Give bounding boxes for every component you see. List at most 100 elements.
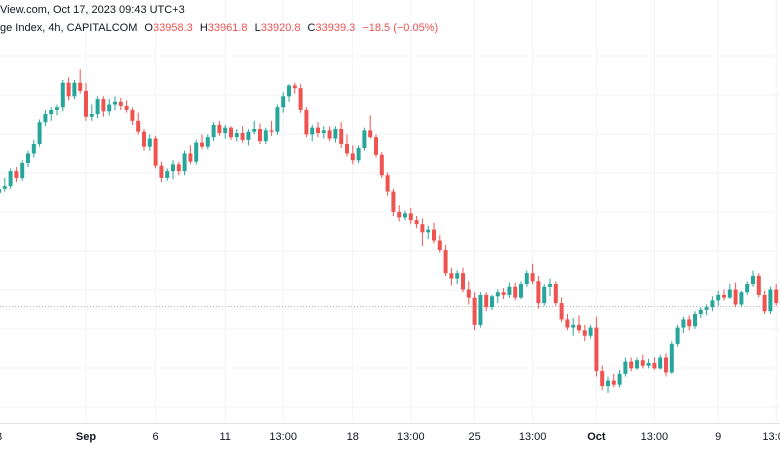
candle[interactable] — [37, 119, 42, 147]
candle[interactable] — [756, 273, 761, 298]
candle[interactable] — [710, 296, 715, 312]
candle[interactable] — [530, 263, 535, 285]
candle[interactable] — [8, 168, 13, 189]
candle[interactable] — [484, 292, 489, 312]
candle[interactable] — [200, 134, 204, 150]
candle[interactable] — [304, 107, 309, 138]
candle[interactable] — [43, 109, 48, 127]
candle[interactable] — [356, 145, 361, 163]
candle[interactable] — [391, 188, 396, 217]
candle[interactable] — [136, 112, 141, 135]
candle[interactable] — [640, 354, 645, 369]
candle[interactable] — [681, 316, 686, 334]
candle[interactable] — [606, 376, 610, 393]
candle[interactable] — [426, 225, 431, 240]
candles[interactable] — [0, 69, 780, 393]
candle[interactable] — [722, 289, 726, 301]
candle[interactable] — [298, 84, 303, 113]
candle[interactable] — [66, 77, 71, 101]
candle[interactable] — [165, 168, 170, 181]
candle[interactable] — [658, 354, 663, 370]
candle[interactable] — [171, 160, 175, 180]
candle[interactable] — [588, 324, 593, 339]
candle[interactable] — [89, 104, 94, 121]
candle[interactable] — [159, 161, 164, 183]
candle[interactable] — [443, 244, 448, 276]
candle[interactable] — [687, 315, 692, 331]
candle[interactable] — [234, 128, 239, 142]
candle[interactable] — [461, 267, 465, 293]
candle[interactable] — [704, 304, 709, 316]
candle[interactable] — [536, 275, 541, 309]
candle[interactable] — [507, 282, 512, 298]
candle[interactable] — [698, 307, 703, 319]
candle[interactable] — [176, 161, 181, 176]
candle[interactable] — [559, 297, 564, 323]
candle[interactable] — [524, 270, 529, 287]
candle[interactable] — [716, 290, 721, 306]
candle[interactable] — [362, 127, 367, 151]
candle[interactable] — [374, 134, 378, 158]
candle[interactable] — [31, 139, 36, 158]
candle[interactable] — [472, 292, 477, 331]
candle[interactable] — [617, 369, 622, 388]
candle[interactable] — [414, 216, 419, 229]
candle[interactable] — [72, 80, 77, 100]
candle[interactable] — [49, 107, 54, 121]
candle[interactable] — [2, 177, 7, 192]
candle[interactable] — [739, 290, 744, 308]
candle[interactable] — [629, 357, 634, 372]
candle[interactable] — [327, 126, 332, 142]
candle[interactable] — [542, 284, 547, 306]
candle[interactable] — [101, 96, 106, 117]
candle[interactable] — [652, 357, 657, 370]
candle[interactable] — [345, 134, 349, 157]
candle[interactable] — [751, 270, 755, 287]
candle[interactable] — [14, 167, 19, 183]
candle[interactable] — [455, 270, 460, 285]
candle[interactable] — [229, 126, 233, 140]
candle[interactable] — [553, 281, 558, 306]
candle[interactable] — [408, 207, 413, 225]
candle[interactable] — [420, 218, 425, 246]
candle[interactable] — [281, 92, 286, 113]
candle[interactable] — [495, 289, 500, 304]
candle[interactable] — [565, 313, 570, 331]
candle[interactable] — [287, 84, 291, 102]
candle[interactable] — [490, 294, 494, 310]
candle[interactable] — [0, 185, 1, 203]
candle[interactable] — [762, 290, 767, 314]
candle[interactable] — [635, 357, 639, 370]
candle[interactable] — [258, 123, 262, 144]
candle[interactable] — [745, 281, 750, 295]
candle[interactable] — [130, 107, 135, 125]
candle[interactable] — [379, 152, 384, 178]
candle[interactable] — [26, 150, 30, 168]
candle[interactable] — [501, 288, 506, 300]
candle[interactable] — [350, 145, 355, 165]
candle[interactable] — [437, 235, 442, 253]
candle[interactable] — [449, 267, 454, 286]
candle[interactable] — [768, 286, 773, 314]
candle[interactable] — [211, 122, 216, 142]
candle[interactable] — [333, 126, 338, 143]
candle[interactable] — [339, 122, 344, 149]
candle[interactable] — [693, 311, 697, 329]
candle[interactable] — [142, 128, 146, 151]
candle[interactable] — [205, 134, 210, 150]
candle[interactable] — [275, 104, 280, 135]
candle[interactable] — [194, 139, 199, 165]
candle[interactable] — [246, 128, 251, 146]
candle[interactable] — [84, 82, 88, 121]
candle[interactable] — [60, 80, 65, 112]
candle[interactable] — [188, 145, 193, 165]
candle[interactable] — [385, 172, 390, 196]
candle[interactable] — [263, 127, 268, 144]
candle[interactable] — [664, 353, 668, 377]
candle[interactable] — [432, 222, 436, 244]
candle[interactable] — [321, 126, 326, 139]
candle[interactable] — [78, 69, 83, 94]
candle[interactable] — [223, 124, 228, 139]
candle[interactable] — [113, 96, 117, 110]
